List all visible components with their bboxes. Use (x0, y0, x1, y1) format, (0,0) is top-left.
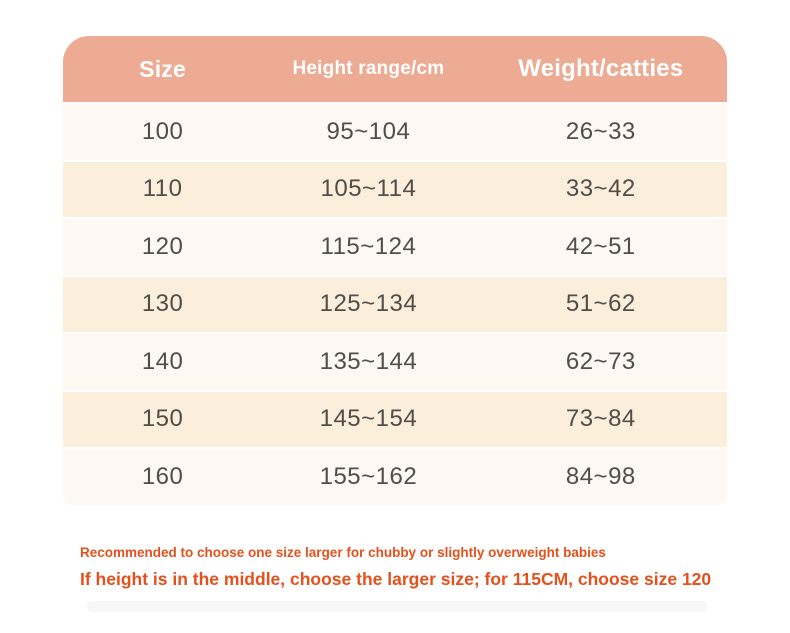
cell-weight: 73~84 (565, 405, 636, 433)
cell-weight: 33~42 (565, 175, 636, 203)
table-row: 160 155~162 84~98 (63, 447, 727, 505)
cell-height-range: 145~154 (319, 405, 418, 433)
table-row: 130 125~134 51~62 (63, 274, 727, 332)
faint-watermark-strip (87, 601, 707, 612)
cell-height-range: 95~104 (326, 117, 411, 145)
cell-weight: 42~51 (565, 232, 636, 260)
table-body: 100 95~104 26~33 110 105~114 33~42 120 1… (63, 102, 727, 505)
cell-size: 140 (141, 347, 184, 375)
cell-height-range: 105~114 (320, 175, 417, 203)
table-row: 100 95~104 26~33 (63, 102, 727, 160)
table-row: 120 115~124 42~51 (63, 217, 727, 275)
cell-height-range: 135~144 (319, 347, 418, 375)
notes-section: Recommended to choose one size larger fo… (80, 545, 711, 590)
table-row: 150 145~154 73~84 (63, 389, 727, 447)
note-size-recommendation: Recommended to choose one size larger fo… (80, 545, 606, 560)
size-chart-table: Size Height range/cm Weight/catties 100 … (63, 36, 727, 505)
col-header-size: Size (139, 55, 186, 82)
cell-size: 150 (141, 405, 184, 433)
cell-size: 120 (141, 232, 184, 260)
note-height-middle-rule: If height is in the middle, choose the l… (80, 569, 712, 589)
cell-height-range: 125~134 (319, 290, 418, 318)
cell-size: 100 (141, 117, 184, 145)
col-header-height: Height range/cm (292, 58, 445, 79)
table-header-row: Size Height range/cm Weight/catties (63, 36, 727, 102)
cell-height-range: 155~162 (319, 462, 418, 490)
cell-weight: 26~33 (565, 117, 636, 145)
cell-weight: 51~62 (565, 290, 636, 318)
table-row: 140 135~144 62~73 (63, 332, 727, 390)
col-header-weight: Weight/catties (518, 55, 684, 82)
cell-weight: 62~73 (565, 347, 636, 375)
cell-size: 160 (141, 462, 184, 490)
cell-size: 110 (142, 175, 183, 203)
cell-weight: 84~98 (565, 462, 636, 490)
cell-height-range: 115~124 (320, 232, 417, 260)
cell-size: 130 (141, 290, 184, 318)
table-row: 110 105~114 33~42 (63, 159, 727, 217)
